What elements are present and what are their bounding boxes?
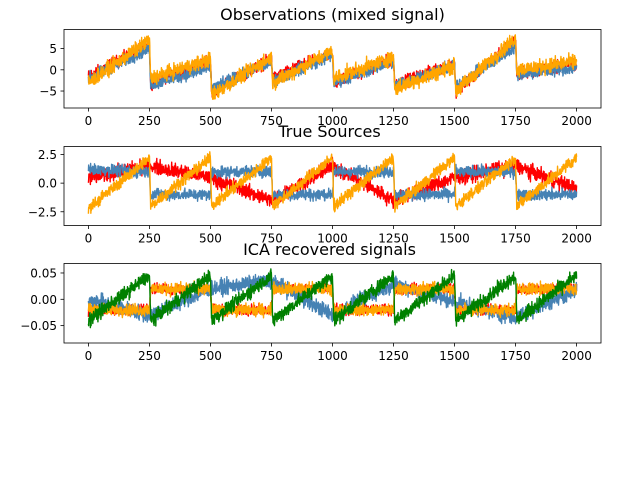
tick-layer: 0 250 500 750 1000 1250 1500 1750 2000 0.05 0.00 −0… — [20, 266, 592, 363]
y-tick-label: −2.5 — [28, 205, 57, 219]
series-line-2 — [87, 34, 578, 100]
y-tick-label: 0.00 — [30, 293, 57, 307]
x-tick-label: 1250 — [378, 349, 409, 363]
x-tick-label: 1250 — [378, 114, 409, 128]
x-tick-label: 2000 — [561, 232, 592, 246]
y-tick-label: 0.05 — [30, 266, 57, 280]
x-tick-label: 500 — [199, 349, 222, 363]
subplot-true-sources: 0 250 500 750 1000 1250 1500 1750 2000 2.5 0.0 −2.5… — [28, 122, 602, 246]
y-tick-label: −5 — [39, 85, 57, 99]
x-tick-label: 250 — [138, 349, 161, 363]
series-line-3 — [87, 268, 578, 329]
x-tick-label: 500 — [199, 232, 222, 246]
x-tick-label: 750 — [260, 349, 283, 363]
x-tick-label: 0 — [85, 114, 93, 128]
y-tick-label: −0.05 — [20, 319, 57, 333]
subplot-title: Observations (mixed signal) — [220, 5, 445, 24]
series-line-2 — [87, 151, 578, 214]
x-tick-label: 1500 — [439, 114, 470, 128]
x-tick-label: 1500 — [439, 349, 470, 363]
x-tick-label: 1000 — [317, 232, 348, 246]
x-tick-label: 500 — [199, 114, 222, 128]
x-tick-label: 1000 — [317, 114, 348, 128]
x-tick-label: 1500 — [439, 232, 470, 246]
x-tick-label: 1250 — [378, 232, 409, 246]
x-tick-label: 1750 — [500, 349, 531, 363]
x-tick-label: 2000 — [561, 349, 592, 363]
series-layer — [87, 151, 578, 214]
series-layer — [87, 34, 578, 100]
subplot-title: ICA recovered signals — [243, 240, 416, 259]
series-layer — [87, 268, 578, 329]
x-tick-label: 250 — [138, 232, 161, 246]
x-tick-label: 2000 — [561, 114, 592, 128]
x-tick-label: 1000 — [317, 349, 348, 363]
x-tick-label: 0 — [85, 232, 93, 246]
tick-layer: 0 250 500 750 1000 1250 1500 1750 2000 2.5 0.0 −2.5 — [28, 148, 592, 245]
y-tick-label: 2.5 — [38, 148, 57, 162]
x-tick-label: 750 — [260, 232, 283, 246]
x-tick-label: 250 — [138, 114, 161, 128]
y-tick-label: 0 — [49, 63, 57, 77]
x-tick-label: 1750 — [500, 232, 531, 246]
x-tick-label: 0 — [85, 349, 93, 363]
y-tick-label: 0.0 — [38, 177, 57, 191]
tick-layer: 0 250 500 750 1000 1250 1500 1750 2000 5 0 −5 — [39, 42, 592, 128]
x-tick-label: 1750 — [500, 114, 531, 128]
subplot-observations: 0 250 500 750 1000 1250 1500 1750 2000 5 0 −5 Obser… — [39, 5, 602, 128]
subplot-title: True Sources — [277, 122, 380, 141]
subplot-ica-recovered: 0 250 500 750 1000 1250 1500 1750 2000 0.05 0.00 −0… — [20, 240, 602, 363]
x-tick-label: 750 — [260, 114, 283, 128]
y-tick-label: 5 — [49, 42, 57, 56]
